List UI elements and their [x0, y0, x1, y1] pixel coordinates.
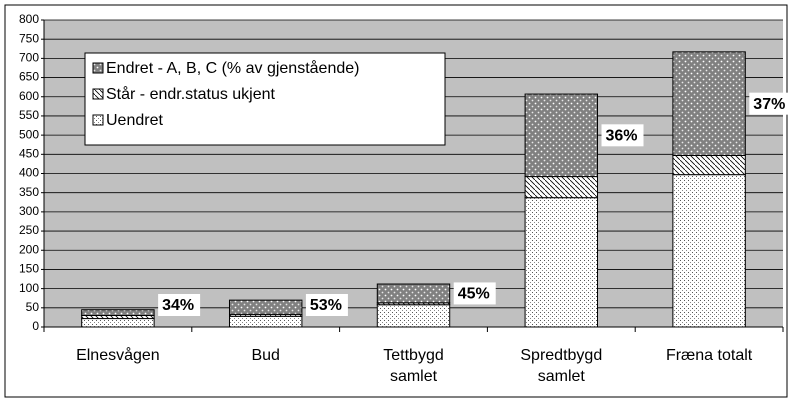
- y-tick-label: 400: [19, 166, 39, 180]
- y-tick-label: 500: [19, 127, 39, 141]
- y-tick-label: 600: [19, 89, 39, 103]
- legend-swatch: [92, 62, 104, 74]
- x-tick-label: Bud: [251, 347, 280, 364]
- bar-segment: [376, 304, 451, 328]
- y-tick-label: 700: [19, 51, 39, 65]
- annotation-bg: [158, 294, 201, 316]
- annotation-bg: [453, 282, 496, 305]
- x-tick-label: Spredtbygd samlet: [520, 347, 603, 385]
- annotation: 36%: [601, 124, 644, 147]
- x-tick-label: Fræna totalt: [665, 347, 753, 364]
- annotation-bg: [305, 294, 348, 316]
- bar-segment: [228, 299, 303, 315]
- bar-segment: [524, 176, 599, 199]
- y-tick-label: 0: [32, 319, 39, 333]
- bar-segment: [672, 51, 746, 156]
- annotation-text: 37%: [753, 96, 785, 113]
- y-tick-label: 100: [19, 281, 39, 295]
- legend-label: Står - endr.status ukjent: [106, 85, 276, 103]
- annotation-text: 36%: [606, 128, 638, 145]
- annotation-bg: [749, 92, 792, 115]
- x-tick-label: Elnesvågen: [76, 347, 160, 364]
- bar-segment: [228, 315, 303, 328]
- annotation: 34%: [158, 294, 201, 316]
- y-tick-label: 150: [19, 262, 39, 276]
- y-tick-label: 450: [19, 146, 39, 160]
- legend-label: Uendret: [106, 112, 163, 129]
- y-tick-label: 650: [19, 70, 39, 84]
- annotation-text: 53%: [310, 297, 342, 314]
- bar-segment: [524, 197, 599, 328]
- annotation: 53%: [305, 294, 348, 316]
- legend: Endret - A, B, C (% av gjenstående) Står …: [84, 52, 446, 146]
- y-tick-label: 750: [19, 31, 39, 45]
- annotation: 45%: [453, 282, 496, 305]
- bar-segment: [524, 93, 599, 178]
- bar-segment: [81, 318, 155, 328]
- bar-segment: [81, 309, 155, 316]
- annotation: 37%: [749, 92, 792, 115]
- y-tick-label: 200: [19, 242, 39, 256]
- bar-segment: [672, 154, 746, 176]
- y-tick-label: 800: [19, 12, 39, 26]
- y-tick-label: 50: [26, 300, 40, 314]
- bar-segment: [672, 174, 746, 328]
- y-tick-label: 550: [19, 108, 39, 122]
- bar-segment: [376, 283, 451, 304]
- annotation-text: 34%: [162, 297, 194, 314]
- y-tick-label: 350: [19, 185, 39, 199]
- y-tick-label: 300: [19, 204, 39, 218]
- x-tick-label: Tettbygd samlet: [383, 347, 444, 385]
- legend-swatch: [92, 114, 104, 126]
- annotation-bg: [601, 124, 644, 147]
- legend-box: [84, 52, 446, 146]
- annotation-text: 45%: [458, 286, 490, 303]
- y-tick-label: 250: [19, 223, 39, 237]
- legend-label: Endret - A, B, C (% av gjenstående): [106, 59, 359, 77]
- legend-swatch: [92, 88, 104, 100]
